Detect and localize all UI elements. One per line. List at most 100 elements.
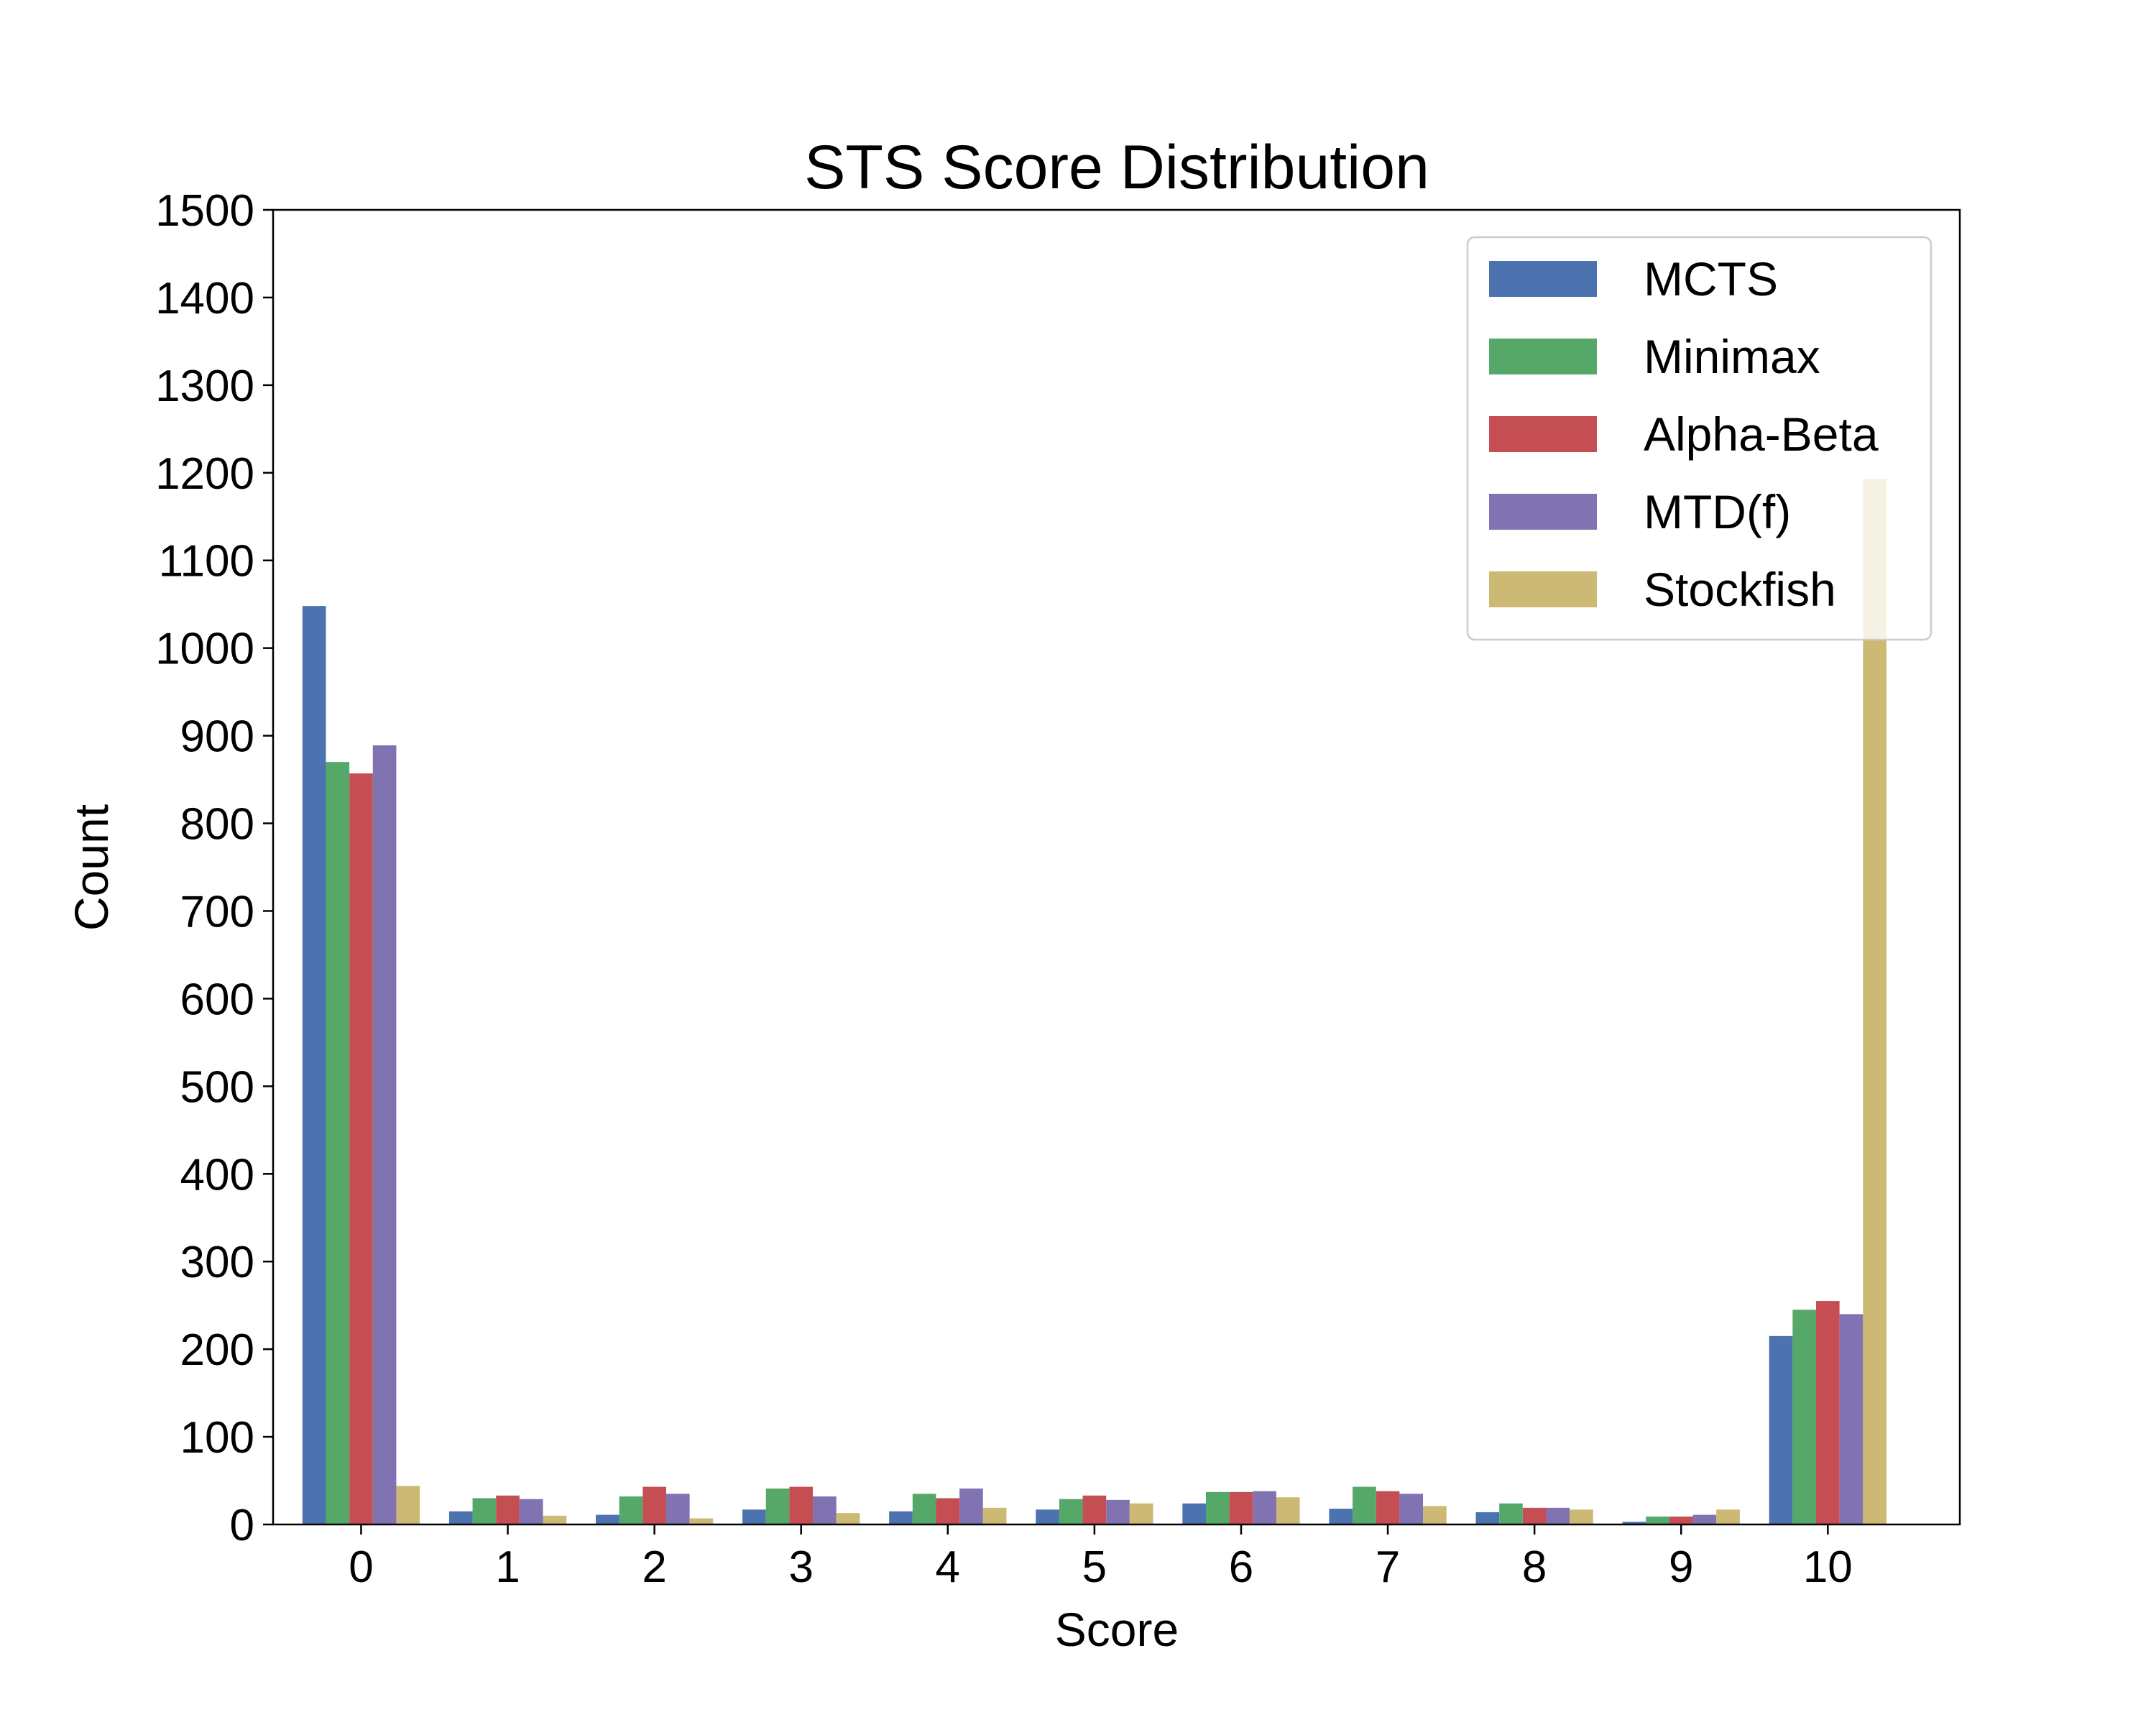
bar-stockfish-score-9 [1716,1509,1740,1524]
bars [302,479,1886,1524]
bar-mcts-score-4 [889,1511,913,1524]
legend-label: Minimax [1644,330,1820,383]
bar-mcts-score-3 [742,1509,766,1524]
plot-frame [272,208,1961,1526]
bar-alpha-beta-score-4 [936,1498,960,1524]
y-tick-label: 200 [180,1325,254,1375]
legend-swatch [1489,571,1597,607]
x-tick-label: 2 [642,1542,666,1592]
x-tick-label: 4 [936,1542,960,1592]
bar-mtd-f-score-4 [959,1489,983,1524]
legend-frame [1466,236,1932,641]
bar-mtd-f-score-9 [1692,1514,1717,1524]
x-axis-label: Score [1055,1603,1179,1656]
bar-mtd-f-score-10 [1839,1314,1864,1524]
bar-alpha-beta-score-7 [1376,1491,1400,1524]
bar-minimax-score-1 [472,1498,497,1524]
y-tick-label: 500 [180,1062,254,1112]
y-axis: 0 100 200 300 400 500 600 700 800 900 1000 1100 1200… [155,186,273,1550]
bar-mtd-f-score-2 [665,1494,690,1524]
y-tick-label: 1300 [155,362,254,411]
legend-swatch [1489,494,1597,530]
bar-mcts-score-6 [1182,1503,1206,1524]
x-tick-label: 10 [1803,1542,1853,1592]
bar-stockfish-score-1 [543,1515,567,1524]
bar-alpha-beta-score-9 [1669,1517,1693,1524]
legend-label: MTD(f) [1644,485,1791,538]
bar-minimax-score-3 [765,1489,790,1524]
bar-stockfish-score-6 [1276,1497,1300,1524]
bar-minimax-score-4 [912,1494,936,1524]
bar-mcts-score-10 [1769,1335,1793,1524]
x-tick-label: 3 [788,1542,813,1592]
bar-minimax-score-8 [1499,1503,1523,1524]
y-tick-label: 0 [230,1501,254,1550]
bar-alpha-beta-score-10 [1815,1301,1840,1524]
bar-mtd-f-score-0 [372,745,397,1524]
x-tick-label: 5 [1082,1542,1107,1592]
bar-minimax-score-5 [1059,1499,1083,1524]
legend-swatch [1489,261,1597,297]
x-tick-label: 7 [1376,1542,1400,1592]
bar-stockfish-score-7 [1423,1506,1447,1524]
bar-stockfish-score-2 [689,1518,714,1524]
bar-alpha-beta-score-3 [789,1486,814,1524]
bar-stockfish-score-4 [982,1507,1007,1524]
y-tick-label: 400 [180,1150,254,1200]
bar-alpha-beta-score-8 [1522,1507,1547,1524]
y-tick-label: 1400 [155,274,254,323]
x-tick-label: 1 [495,1542,520,1592]
bar-minimax-score-2 [619,1496,643,1524]
y-tick-label: 300 [180,1238,254,1287]
x-axis: 0 1 2 3 4 5 6 7 8 9 10 [349,1524,1853,1592]
y-tick-label: 1100 [159,537,254,586]
bar-alpha-beta-score-6 [1229,1491,1253,1524]
legend: MCTS Minimax Alpha-Beta MTD(f) Stockfish [1466,236,1932,641]
legend-label: Alpha-Beta [1644,408,1879,461]
chart-title: STS Score Distribution [804,133,1429,202]
bar-mtd-f-score-1 [519,1499,543,1524]
y-tick-label: 800 [180,800,254,850]
legend-swatch [1489,416,1597,452]
bar-mtd-f-score-6 [1253,1491,1276,1524]
bar-mtd-f-score-3 [813,1496,837,1524]
bar-alpha-beta-score-2 [642,1486,666,1524]
bar-alpha-beta-score-5 [1082,1495,1107,1524]
bar-stockfish-score-3 [836,1513,860,1524]
bar-alpha-beta-score-0 [349,773,373,1524]
x-tick-label: 8 [1522,1542,1547,1592]
bar-stockfish-score-5 [1129,1503,1153,1524]
bar-alpha-beta-score-1 [496,1495,520,1524]
legend-label: MCTS [1644,252,1778,305]
bar-mcts-score-5 [1036,1509,1059,1524]
y-tick-label: 700 [180,887,254,937]
bar-mcts-score-8 [1475,1512,1500,1524]
y-axis-label: Count [65,804,118,931]
y-tick-label: 1500 [155,186,254,236]
x-tick-label: 0 [349,1542,373,1592]
bar-mcts-score-2 [595,1514,619,1524]
bar-minimax-score-0 [326,762,350,1524]
legend-label: Stockfish [1644,563,1836,616]
bar-minimax-score-9 [1646,1517,1669,1524]
bar-mcts-score-9 [1622,1522,1646,1524]
bar-mtd-f-score-8 [1546,1507,1570,1524]
bar-stockfish-score-8 [1570,1509,1593,1524]
x-tick-label: 9 [1669,1542,1693,1592]
bar-minimax-score-7 [1353,1486,1376,1524]
y-tick-label: 100 [180,1413,254,1463]
bar-mtd-f-score-7 [1399,1494,1424,1524]
y-tick-label: 1000 [155,625,254,674]
y-tick-label: 1200 [155,449,254,499]
bar-mtd-f-score-5 [1106,1499,1130,1524]
bar-stockfish-score-10 [1863,479,1886,1524]
bar-mcts-score-1 [448,1511,473,1524]
y-tick-label: 900 [180,712,254,762]
y-tick-label: 600 [180,975,254,1024]
bar-minimax-score-6 [1205,1491,1230,1524]
bar-mcts-score-0 [302,606,326,1524]
legend-swatch [1489,339,1597,374]
x-tick-label: 6 [1229,1542,1253,1592]
bar-minimax-score-10 [1792,1310,1816,1524]
